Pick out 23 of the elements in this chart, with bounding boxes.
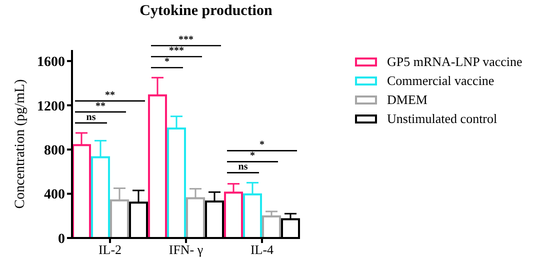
y-tick-label: 1200	[37, 99, 65, 114]
annotation: ns	[86, 112, 96, 123]
legend-label: DMEM	[387, 92, 428, 108]
annotation: **	[105, 90, 115, 101]
chart-title: Cytokine production	[138, 3, 274, 20]
y-tick-label: 400	[44, 188, 65, 203]
annotation: *	[260, 140, 264, 151]
annotation: ns	[238, 162, 248, 173]
legend-label: Unstimulated control	[387, 110, 498, 126]
y-tick-label: 800	[44, 144, 65, 158]
annotation: ***	[169, 46, 184, 57]
x-tick-label: IFN- γ	[168, 242, 204, 258]
legend-label: Commercial vaccine	[387, 72, 494, 88]
annotation: **	[96, 100, 106, 112]
x-tick-label: IL-2	[98, 242, 122, 258]
annotation: *	[164, 56, 170, 68]
y-tick-label: 0	[58, 232, 65, 247]
annotation: *	[250, 150, 255, 162]
x-tick-label: IL-4	[250, 242, 274, 258]
legend-label: GP5 mRNA-LNP vaccine	[387, 54, 522, 70]
text: ***	[178, 34, 194, 46]
y-tick-label: 1600	[37, 55, 65, 70]
y-axis-title: Concentration (pg/mL)	[13, 78, 28, 209]
